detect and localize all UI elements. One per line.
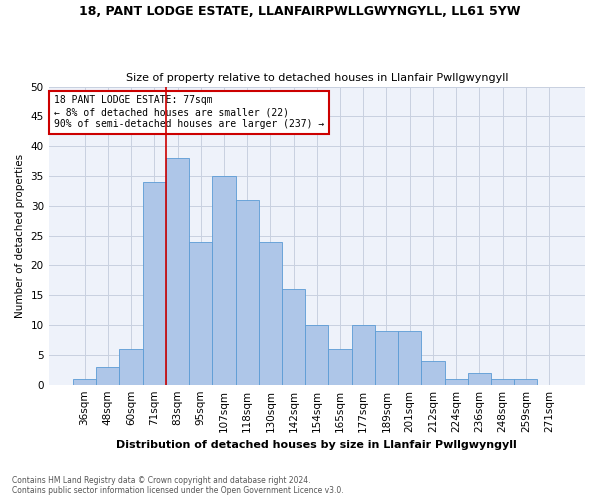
Bar bbox=[514, 378, 538, 384]
Bar bbox=[143, 182, 166, 384]
Text: Contains HM Land Registry data © Crown copyright and database right 2024.
Contai: Contains HM Land Registry data © Crown c… bbox=[12, 476, 344, 495]
Y-axis label: Number of detached properties: Number of detached properties bbox=[15, 154, 25, 318]
X-axis label: Distribution of detached houses by size in Llanfair Pwllgwyngyll: Distribution of detached houses by size … bbox=[116, 440, 517, 450]
Text: 18, PANT LODGE ESTATE, LLANFAIRPWLLGWYNGYLL, LL61 5YW: 18, PANT LODGE ESTATE, LLANFAIRPWLLGWYNG… bbox=[79, 5, 521, 18]
Bar bbox=[468, 373, 491, 384]
Title: Size of property relative to detached houses in Llanfair Pwllgwyngyll: Size of property relative to detached ho… bbox=[125, 73, 508, 83]
Bar bbox=[282, 290, 305, 384]
Bar bbox=[328, 349, 352, 384]
Bar bbox=[236, 200, 259, 384]
Bar bbox=[96, 367, 119, 384]
Bar bbox=[305, 325, 328, 384]
Bar bbox=[375, 331, 398, 384]
Bar bbox=[166, 158, 189, 384]
Bar bbox=[189, 242, 212, 384]
Bar bbox=[352, 325, 375, 384]
Bar bbox=[445, 378, 468, 384]
Bar bbox=[421, 361, 445, 384]
Bar bbox=[119, 349, 143, 384]
Bar bbox=[212, 176, 236, 384]
Bar bbox=[398, 331, 421, 384]
Bar bbox=[73, 378, 96, 384]
Bar bbox=[491, 378, 514, 384]
Bar bbox=[259, 242, 282, 384]
Text: 18 PANT LODGE ESTATE: 77sqm
← 8% of detached houses are smaller (22)
90% of semi: 18 PANT LODGE ESTATE: 77sqm ← 8% of deta… bbox=[54, 96, 324, 128]
